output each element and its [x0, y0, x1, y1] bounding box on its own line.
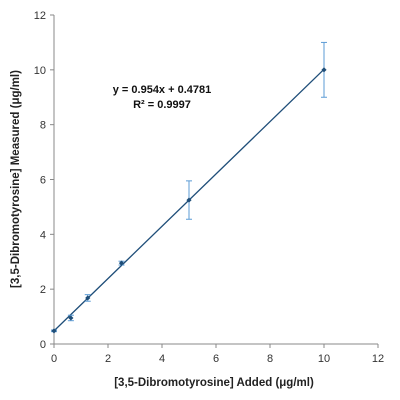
x-tick-label: 10: [318, 353, 330, 365]
x-tick-label: 6: [213, 353, 219, 365]
y-tick-label: 2: [40, 284, 46, 296]
data-point: [68, 315, 74, 321]
y-tick-label: 12: [34, 10, 46, 22]
data-point: [321, 67, 327, 73]
y-tick-label: 6: [40, 175, 46, 187]
trendline-equation: y = 0.954x + 0.4781: [113, 84, 211, 96]
x-axis-title: [3,5-Dibromotyrosine] Added (μg/ml): [114, 377, 314, 389]
data-point: [186, 197, 192, 203]
data-points: [51, 67, 327, 334]
y-tick-label: 0: [40, 339, 46, 351]
data-point: [118, 260, 125, 266]
x-tick-label: 12: [372, 353, 384, 365]
r-squared-label: R² = 0.9997: [133, 99, 191, 111]
x-tick-label: 2: [105, 353, 111, 365]
x-tick-label: 0: [51, 353, 57, 365]
axes: [50, 14, 379, 348]
x-tick-label: 8: [267, 353, 273, 365]
y-tick-label: 4: [40, 229, 46, 241]
y-tick-label: 10: [34, 65, 46, 77]
data-point: [51, 328, 57, 334]
y-axis-title: [3,5-Dibromotyrosine] Measured (μg/ml): [10, 70, 22, 288]
data-point: [85, 295, 91, 301]
y-tick-label: 8: [40, 120, 46, 132]
tick-labels: 0 2 4 6 8 10 12 0 2 4 6 8 10 12: [34, 10, 384, 365]
x-tick-label: 4: [159, 353, 165, 365]
